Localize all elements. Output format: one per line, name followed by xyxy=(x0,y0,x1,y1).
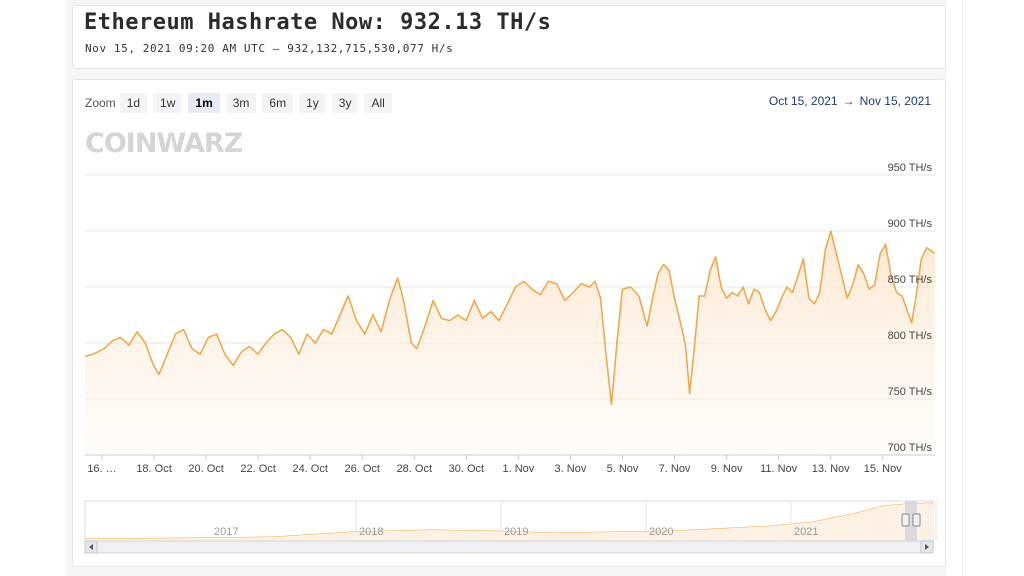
zoom-all-button[interactable]: All xyxy=(364,93,392,113)
range-from[interactable]: Oct 15, 2021 xyxy=(768,94,838,108)
range-arrow-icon: → xyxy=(842,94,855,108)
navigator-year-label: 2018 xyxy=(359,526,383,538)
series-layer xyxy=(84,230,936,406)
y-tick-label: 950 TH/s xyxy=(888,162,933,174)
zoom-1m-button[interactable]: 1m xyxy=(188,93,220,113)
right-margin xyxy=(946,0,1024,576)
x-tick-label: 5. Nov xyxy=(607,463,639,475)
navigator[interactable]: 2017 2018 2019 2020 2021 xyxy=(84,500,937,554)
scroll-left-arrow-icon xyxy=(89,544,93,550)
x-tick-label: 20. Oct xyxy=(188,463,223,475)
chart-svg: COINWARZ 700 TH/s 750 TH/s 800 TH/s 850 TH/… xyxy=(84,128,937,554)
zoom-label: Zoom xyxy=(85,96,116,110)
y-tick-label: 850 TH/s xyxy=(888,274,933,286)
y-tick-label: 750 TH/s xyxy=(888,386,933,398)
navigator-area xyxy=(85,503,933,541)
zoom-bar: Zoom 1d 1w 1m 3m 6m 1y 3y All xyxy=(85,92,398,114)
x-tick-label: 16. … xyxy=(87,463,116,475)
x-tick-label: 1. Nov xyxy=(503,463,535,475)
y-tick-label: 700 TH/s xyxy=(888,442,933,454)
zoom-1w-button[interactable]: 1w xyxy=(153,93,183,113)
zoom-6m-button[interactable]: 6m xyxy=(262,93,294,113)
date-range: Oct 15, 2021 → Nov 15, 2021 xyxy=(769,94,931,108)
x-tick-label: 22. Oct xyxy=(240,463,275,475)
scroll-right-arrow-icon xyxy=(925,544,929,550)
zoom-1y-button[interactable]: 1y xyxy=(299,93,326,113)
x-tick-label: 18. Oct xyxy=(136,463,171,475)
left-margin xyxy=(0,0,66,576)
navigator-year-labels: 2017 2018 2019 2020 2021 xyxy=(214,526,818,538)
page-title: Ethereum Hashrate Now: 932.13 TH/s xyxy=(84,10,552,35)
x-tick-label: 30. Oct xyxy=(449,463,484,475)
x-tick-label: 24. Oct xyxy=(292,463,327,475)
navigator-year-label: 2020 xyxy=(649,526,673,538)
navigator-left-handle[interactable] xyxy=(901,513,910,527)
x-axis-labels: 16. … 18. Oct 20. Oct 22. Oct 24. Oct 26. Oct… xyxy=(87,463,902,475)
area-fill xyxy=(85,231,935,455)
navigator-year-label: 2017 xyxy=(214,526,238,538)
y-tick-label: 800 TH/s xyxy=(888,330,933,342)
y-axis-labels: 700 TH/s 750 TH/s 800 TH/s 850 TH/s 900 TH/s… xyxy=(888,162,933,454)
navigator-year-label: 2021 xyxy=(794,526,818,538)
navigator-year-label: 2019 xyxy=(504,526,528,538)
x-tick-label: 7. Nov xyxy=(659,463,691,475)
x-tick-label: 28. Oct xyxy=(397,463,432,475)
zoom-3y-button[interactable]: 3y xyxy=(331,93,359,113)
x-tick-label: 3. Nov xyxy=(555,463,587,475)
y-tick-label: 900 TH/s xyxy=(888,218,933,230)
x-tick-label: 26. Oct xyxy=(345,463,380,475)
range-to[interactable]: Nov 15, 2021 xyxy=(859,94,931,108)
page-subtitle: Nov 15, 2021 09:20 AM UTC ‒ 932,132,715,… xyxy=(85,42,454,55)
hashrate-series-line xyxy=(84,230,936,406)
x-tick-label: 11. Nov xyxy=(760,463,798,475)
x-tick-label: 13. Nov xyxy=(812,463,850,475)
zoom-3m-button[interactable]: 3m xyxy=(225,93,257,113)
coinwarz-watermark: COINWARZ xyxy=(85,128,243,159)
navigator-scrollbar[interactable] xyxy=(84,540,934,554)
header-card: Ethereum Hashrate Now: 932.13 TH/s Nov 1… xyxy=(72,5,946,69)
zoom-1d-button[interactable]: 1d xyxy=(119,93,148,113)
navigator-right-handle[interactable] xyxy=(912,513,921,527)
x-axis xyxy=(85,454,935,460)
x-tick-label: 15. Nov xyxy=(864,463,902,475)
right-rule xyxy=(962,0,963,576)
chart-card: Zoom 1d 1w 1m 3m 6m 1y 3y All Oct 15, 20… xyxy=(72,79,946,567)
series-area xyxy=(85,231,935,455)
x-tick-label: 9. Nov xyxy=(711,463,743,475)
